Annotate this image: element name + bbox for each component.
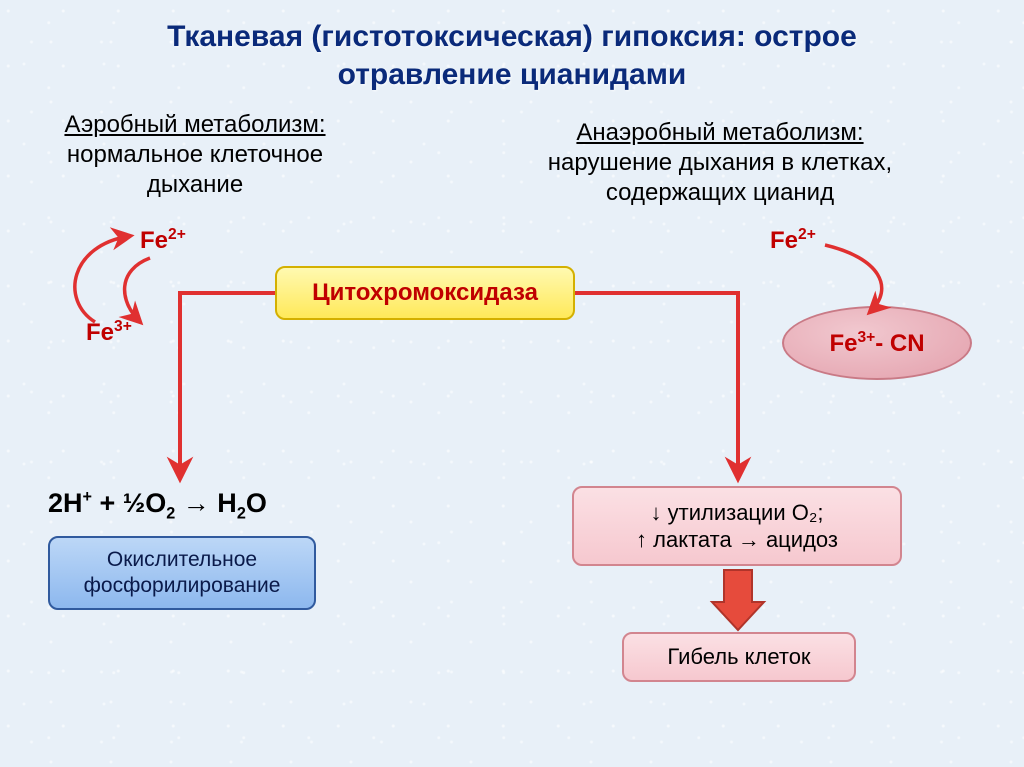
- page-title: Тканевая (гистотоксическая) гипоксия: ос…: [0, 18, 1024, 93]
- right-subheading-rest: нарушение дыхания в клетках, содержащих …: [548, 149, 892, 206]
- water-equation: 2H+ + ½O2 → H2O: [48, 488, 267, 523]
- left-subheading-underline: Аэробный метаболизм:: [64, 110, 325, 140]
- fe3-cn-label: Fe3+- CN: [829, 329, 924, 358]
- title-line1: Тканевая (гистотоксическая) гипоксия: ос…: [167, 20, 857, 53]
- left-subheading: Аэробный метаболизм: нормальное клеточно…: [45, 110, 345, 200]
- right-subheading-underline: Анаэробный метаболизм:: [576, 118, 863, 148]
- acidosis-box: ↓ утилизации O₂; ↑ лактата → ацидоз: [572, 486, 902, 566]
- fe2-right-label: Fe2+: [770, 226, 816, 255]
- oxidative-phosphorylation-box: Окислительное фосфорилирование: [48, 536, 316, 610]
- fe3-cn-ellipse: Fe3+- CN: [782, 306, 972, 380]
- oxidative-phosphorylation-label: Окислительное фосфорилирование: [84, 547, 281, 600]
- cytochrome-oxidase-box: Цитохромоксидаза: [275, 266, 575, 320]
- title-line2: отравление цианидами: [338, 58, 687, 91]
- cell-death-box: Гибель клеток: [622, 632, 856, 682]
- cell-death-label: Гибель клеток: [667, 643, 810, 671]
- cytochrome-oxidase-label: Цитохромоксидаза: [312, 278, 538, 308]
- right-subheading: Анаэробный метаболизм: нарушение дыхания…: [480, 118, 960, 208]
- fe2-left-label: Fe2+: [140, 226, 186, 255]
- fe3-left-label: Fe3+: [86, 318, 132, 347]
- left-subheading-rest: нормальное клеточное дыхание: [67, 141, 323, 198]
- acidosis-label: ↓ утилизации O₂; ↑ лактата → ацидоз: [636, 499, 838, 554]
